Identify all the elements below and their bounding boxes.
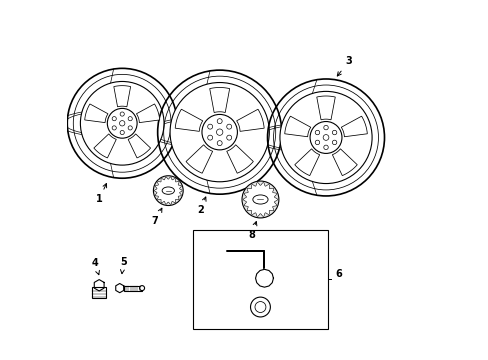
Circle shape [323,125,327,130]
Polygon shape [209,87,229,113]
Polygon shape [94,280,104,291]
Circle shape [128,117,132,121]
Circle shape [128,126,132,130]
Polygon shape [185,145,212,173]
Bar [193,230,327,329]
Polygon shape [128,134,150,158]
Polygon shape [236,109,264,131]
Text: 8: 8 [247,221,256,240]
Circle shape [315,140,319,145]
Circle shape [216,129,223,135]
Circle shape [96,282,102,288]
Polygon shape [226,145,253,173]
Circle shape [242,181,278,218]
Polygon shape [255,269,273,287]
Text: 3: 3 [337,56,352,76]
Circle shape [207,135,212,140]
Circle shape [315,130,319,135]
Circle shape [250,189,270,210]
Circle shape [263,277,265,280]
Circle shape [112,117,116,121]
Polygon shape [84,104,108,123]
Bar [92,287,106,298]
Circle shape [139,285,144,291]
Polygon shape [136,104,160,123]
Circle shape [226,135,231,140]
Circle shape [332,130,336,135]
Polygon shape [316,96,335,120]
Circle shape [323,135,328,140]
Circle shape [259,273,269,283]
Polygon shape [243,183,277,216]
Polygon shape [94,134,116,158]
Bar [123,285,142,291]
Polygon shape [332,149,357,176]
Text: 7: 7 [151,208,162,226]
Circle shape [153,176,183,206]
Circle shape [217,141,222,145]
Polygon shape [116,283,123,293]
Circle shape [107,108,137,138]
Text: 1: 1 [96,184,106,204]
Circle shape [250,297,270,317]
Circle shape [80,81,163,165]
Text: 5: 5 [120,257,126,274]
Text: 2: 2 [196,197,205,215]
Circle shape [226,124,231,129]
Polygon shape [341,116,366,137]
Polygon shape [284,116,310,137]
Polygon shape [154,177,182,204]
Text: 4: 4 [91,258,99,275]
Circle shape [332,140,336,145]
Circle shape [119,121,124,126]
Circle shape [120,130,124,135]
Circle shape [207,124,212,129]
Circle shape [202,114,237,150]
Circle shape [112,126,116,130]
Circle shape [160,183,176,199]
Circle shape [309,122,341,153]
Polygon shape [294,149,319,176]
Polygon shape [175,109,203,131]
Circle shape [217,119,222,123]
Circle shape [120,112,124,116]
Text: 6: 6 [334,269,341,279]
Circle shape [254,302,265,312]
Polygon shape [114,86,130,107]
Circle shape [279,91,371,184]
Circle shape [323,145,327,150]
Circle shape [170,82,269,182]
